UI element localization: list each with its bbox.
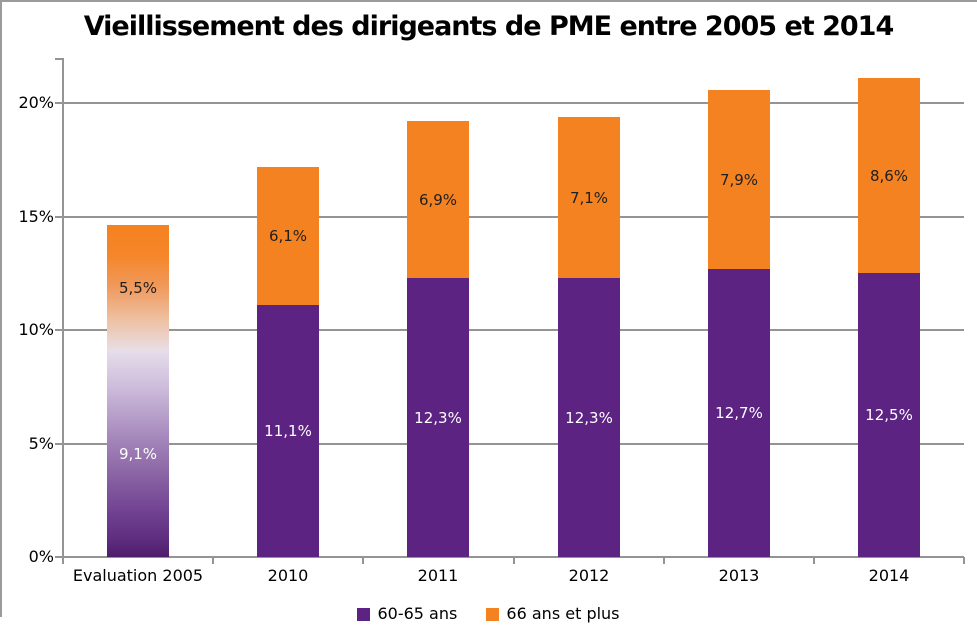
gridline-5%	[63, 443, 964, 445]
bar-segment-60-65-ans-0	[107, 350, 169, 557]
y-tick-label-5%: 5%	[28, 434, 54, 453]
y-tick-label-10%: 10%	[18, 320, 54, 339]
legend-label-60-65-ans: 60-65 ans	[377, 604, 458, 623]
bar-value-label-60-65-ans-1: 11,1%	[264, 422, 312, 440]
bar-segment-66-ans-et-plus-5	[858, 78, 920, 273]
legend-swatch-orange	[486, 607, 500, 621]
legend-label-66-ans-et-plus: 66 ans et plus	[506, 604, 620, 623]
bar-segment-60-65-ans-1	[257, 305, 319, 557]
bar-value-label-60-65-ans-5: 12,5%	[865, 406, 913, 424]
figure-border-left	[0, 0, 2, 617]
bar-segment-66-ans-et-plus-0	[107, 225, 169, 350]
bar-segment-60-65-ans-3	[558, 278, 620, 557]
x-tick-6	[963, 557, 965, 564]
y-tick-label-15%: 15%	[18, 207, 54, 226]
bar-value-label-66-ans-et-plus-1: 6,1%	[268, 227, 308, 245]
x-axis-label-1: 2010	[267, 566, 309, 585]
x-tick-3	[513, 557, 515, 564]
legend-item-60-65-ans: 60-65 ans	[357, 603, 457, 625]
y-tick-10%	[55, 329, 63, 331]
gridline-10%	[63, 329, 964, 331]
y-tick-0%	[55, 556, 63, 558]
bar-value-label-60-65-ans-0: 9,1%	[118, 445, 158, 463]
bar-segment-66-ans-et-plus-3	[558, 117, 620, 278]
x-tick-5	[813, 557, 815, 564]
figure-border-top	[0, 0, 977, 2]
bar-value-label-66-ans-et-plus-0: 5,5%	[118, 279, 158, 297]
bar-segment-66-ans-et-plus-1	[257, 167, 319, 305]
bar-value-label-66-ans-et-plus-5: 8,6%	[869, 167, 909, 185]
y-axis-top-tick	[55, 58, 63, 60]
x-axis-label-0: Evaluation 2005	[72, 566, 204, 585]
y-tick-5%	[55, 443, 63, 445]
bar-segment-66-ans-et-plus-4	[708, 90, 770, 269]
y-axis-line	[62, 58, 64, 558]
bar-value-label-66-ans-et-plus-2: 6,9%	[418, 191, 458, 209]
legend-swatch-purple	[357, 607, 371, 621]
bar-value-label-66-ans-et-plus-3: 7,1%	[569, 189, 609, 207]
bar-segment-60-65-ans-4	[708, 269, 770, 557]
x-tick-4	[663, 557, 665, 564]
y-tick-label-20%: 20%	[18, 93, 54, 112]
y-tick-label-0%: 0%	[28, 547, 54, 566]
legend: 60-65 ans 66 ans et plus	[0, 603, 977, 625]
chart-title: Vieillissement des dirigeants de PME ent…	[83, 11, 894, 42]
gridline-15%	[63, 216, 964, 218]
x-axis-label-3: 2012	[568, 566, 610, 585]
x-axis-label-2: 2011	[417, 566, 459, 585]
bar-segment-66-ans-et-plus-2	[407, 121, 469, 278]
gridline-20%	[63, 102, 964, 104]
bar-segment-60-65-ans-5	[858, 273, 920, 557]
legend-item-66-ans-et-plus: 66 ans et plus	[486, 603, 620, 625]
bar-value-label-66-ans-et-plus-4: 7,9%	[719, 171, 759, 189]
x-axis-label-4: 2013	[718, 566, 760, 585]
x-tick-0	[62, 557, 64, 564]
x-tick-1	[212, 557, 214, 564]
bar-value-label-60-65-ans-3: 12,3%	[565, 409, 613, 427]
bar-segment-60-65-ans-2	[407, 278, 469, 557]
bar-value-label-60-65-ans-2: 12,3%	[414, 409, 462, 427]
bar-value-label-60-65-ans-4: 12,7%	[715, 404, 763, 422]
y-tick-20%	[55, 102, 63, 104]
x-axis-label-5: 2014	[868, 566, 910, 585]
x-tick-2	[362, 557, 364, 564]
y-tick-15%	[55, 216, 63, 218]
